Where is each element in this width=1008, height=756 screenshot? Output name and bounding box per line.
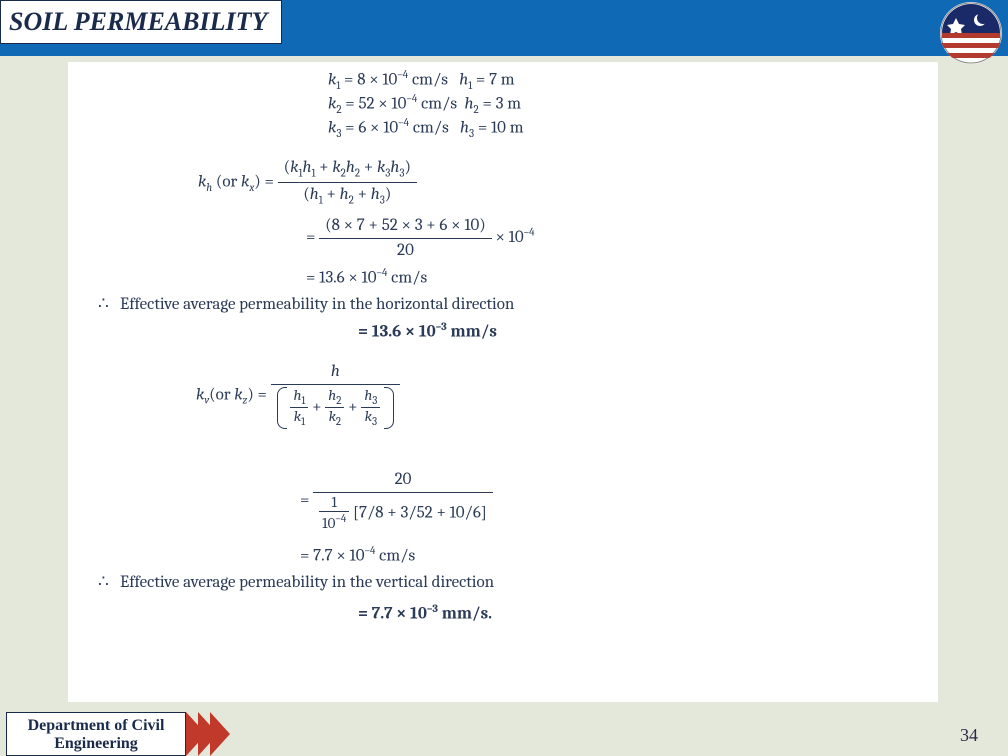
vert-label: ∴ Effective average permeability in the …: [98, 572, 494, 592]
content-panel: k1 = 8 × 10–4 cm/s h1 = 7 m k2 = 52 × 10…: [68, 62, 938, 702]
page-title: SOIL PERMEABILITY: [0, 0, 282, 44]
vert-value: = 7.7 × 10–3 mm/s.: [358, 602, 492, 624]
given-k1: k1 = 8 × 10–4 cm/s h1 = 7 m: [328, 68, 515, 92]
chevron-icon: [186, 712, 236, 756]
kh-step: = (8 × 7 + 52 × 3 + 6 × 10) 20 × 10–4: [306, 216, 535, 260]
kv-formula: kv(or kz) = h h1k1 + h2k2 + h3k3: [196, 362, 400, 429]
page-number: 34: [960, 725, 978, 746]
org-logo: [940, 2, 1002, 64]
department-label: Department of CivilEngineering: [6, 712, 186, 756]
given-k2: k2 = 52 × 10–4 cm/s h2 = 3 m: [328, 92, 521, 116]
given-k3: k3 = 6 × 10–4 cm/s h3 = 10 m: [328, 116, 524, 140]
kh-formula: kh (or kx) = (k1h1 + k2h2 + k3h3) (h1 + …: [198, 158, 417, 207]
horiz-label: ∴ Effective average permeability in the …: [98, 294, 514, 314]
kv-step: = 20 110–4 [7/8 + 3/52 + 10/6]: [300, 470, 493, 532]
horiz-value: = 13.6 × 10–3 mm/s: [358, 320, 497, 342]
kv-result: = 7.7 × 10–4 cm/s: [300, 544, 415, 566]
footer-department: Department of CivilEngineering: [6, 712, 236, 756]
kh-result: = 13.6 × 10–4 cm/s: [306, 266, 427, 288]
